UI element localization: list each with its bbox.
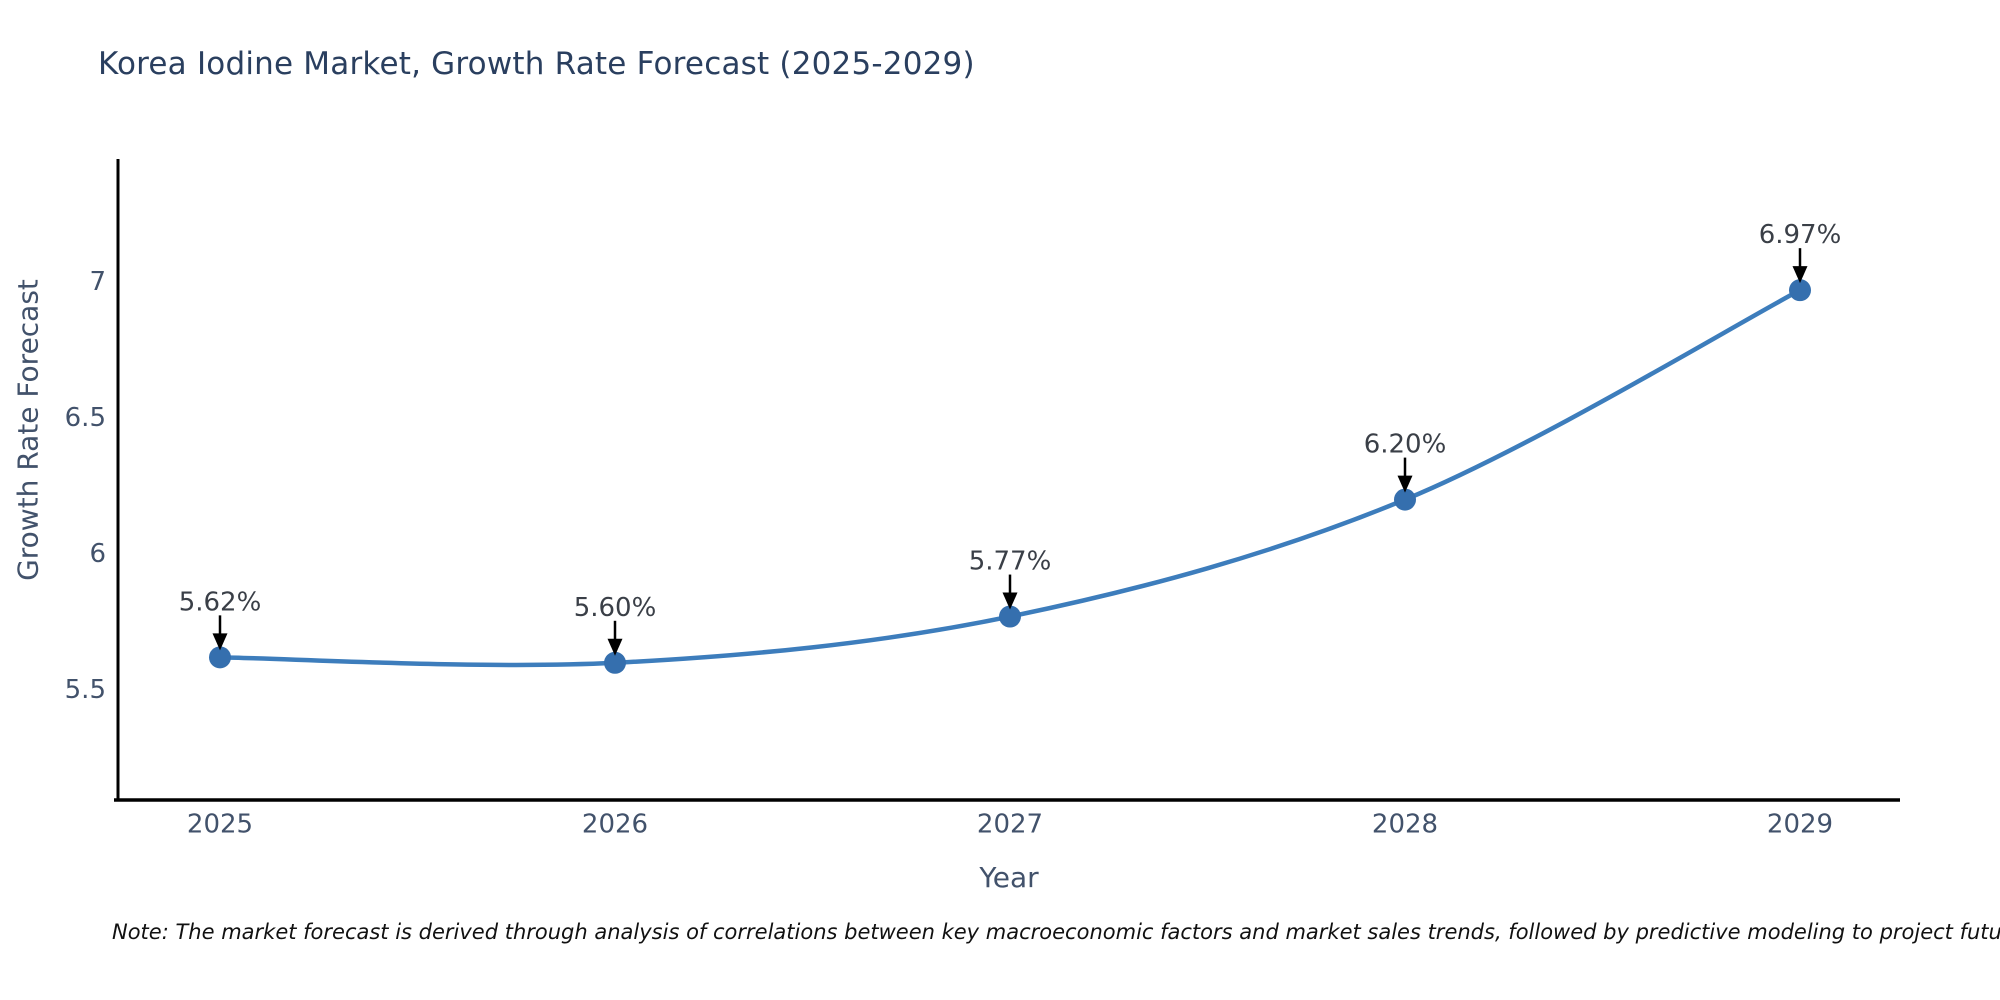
data-point-label: 6.97% <box>1759 220 1842 250</box>
data-point-label: 5.62% <box>179 587 262 617</box>
annotations: 5.62% 5.60% 5.77% 6.20% 6.97% <box>179 220 1842 656</box>
data-point-marker <box>1394 488 1416 511</box>
annotation-arrow-head <box>212 633 228 651</box>
data-point-label: 5.77% <box>969 547 1052 577</box>
axis-spines <box>114 159 1900 802</box>
data-point-marker <box>604 651 626 674</box>
x-tick-label: 2025 <box>187 809 253 839</box>
annotation-arrow-head <box>607 638 623 656</box>
y-tick-label: 6.5 <box>65 403 106 433</box>
chart-title: Korea Iodine Market, Growth Rate Forecas… <box>98 46 975 82</box>
annotation-arrow-head <box>1002 592 1018 610</box>
x-tick-label: 2026 <box>582 809 648 839</box>
data-points <box>209 279 1811 674</box>
annotation-arrow-head <box>1792 266 1808 284</box>
x-axis-title: Year <box>979 861 1039 894</box>
x-tick-label: 2028 <box>1372 809 1438 839</box>
annotation-arrow-head <box>1397 475 1413 493</box>
x-tick-label: 2027 <box>977 809 1043 839</box>
y-tick-label: 7 <box>89 267 106 297</box>
data-point-marker <box>999 605 1021 628</box>
x-tick-label: 2029 <box>1767 809 1833 839</box>
data-point-label: 6.20% <box>1364 430 1447 460</box>
data-point-marker <box>209 646 231 669</box>
chart-note: Note: The market forecast is derived thr… <box>112 920 2000 944</box>
data-point-label: 5.60% <box>574 593 657 623</box>
x-axis-ticks: 2025 2026 2027 2028 2029 <box>187 809 1833 839</box>
y-tick-label: 5.5 <box>65 675 106 705</box>
y-tick-label: 6 <box>89 539 106 569</box>
y-axis-ticks: 5.5 6 6.5 7 <box>65 267 106 705</box>
data-point-marker <box>1789 279 1811 302</box>
